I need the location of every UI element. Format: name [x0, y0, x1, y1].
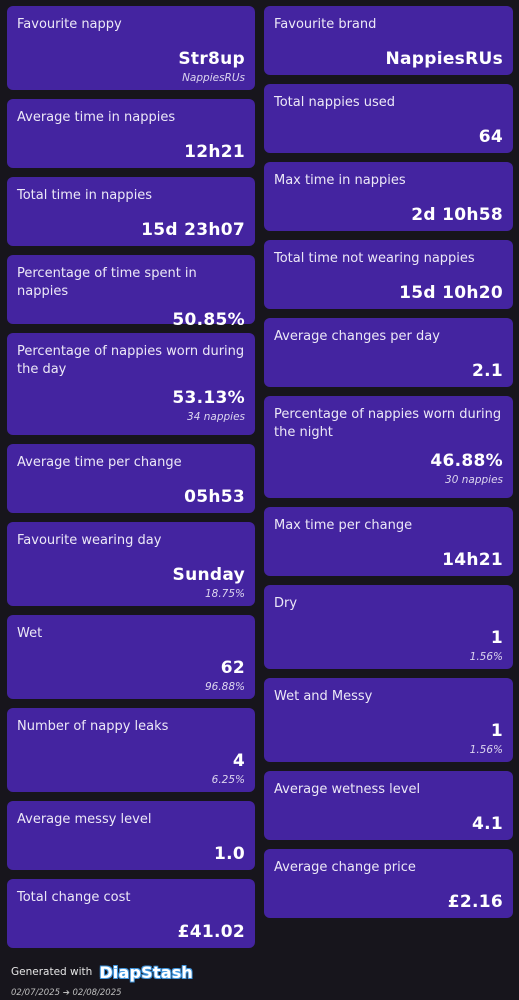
stat-label: Total change cost: [17, 890, 131, 905]
stat-value: 4.1: [471, 814, 503, 834]
stat-label: Percentage of time spent in nappies: [17, 266, 197, 299]
stat-card-average-time-in-nappies: Average time in nappies 12h21: [7, 99, 255, 168]
stat-value: 62: [220, 658, 245, 678]
stat-value: 53.13%: [172, 388, 245, 408]
stat-card-average-time-per-change: Average time per change 05h53: [7, 444, 255, 513]
stat-subvalue: 1.56%: [469, 651, 503, 663]
stat-subvalue: NappiesRUs: [182, 72, 245, 84]
stat-label: Average wetness level: [274, 782, 421, 797]
stat-value: 1.0: [213, 844, 245, 864]
stat-value: 50.85%: [172, 310, 245, 330]
stat-value: £2.16: [447, 892, 503, 912]
stat-value: 64: [478, 127, 503, 147]
stat-card-average-wetness-level: Average wetness level 4.1: [264, 771, 513, 840]
stat-label: Average time per change: [17, 455, 182, 470]
stat-card-average-change-price: Average change price £2.16: [264, 849, 513, 918]
stat-subvalue: 18.75%: [204, 588, 245, 600]
stat-value: Sunday: [172, 565, 245, 585]
stat-value: 2.1: [471, 361, 503, 381]
stat-value: 15d 23h07: [141, 220, 245, 240]
stat-label: Average change price: [274, 860, 416, 875]
stat-card-percentage-of-time-spent-in-nappies: Percentage of time spent in nappies 50.85…: [7, 255, 255, 330]
stat-card-average-changes-per-day: Average changes per day 2.1: [264, 318, 513, 387]
stat-card-number-of-nappy-leaks: Number of nappy leaks 4 6.25%: [7, 708, 255, 792]
stat-label: Percentage of nappies worn during the ni…: [274, 407, 502, 440]
stat-label: Average changes per day: [274, 329, 440, 344]
stat-subvalue: 30 nappies: [445, 474, 503, 486]
stat-value: 12h21: [184, 142, 245, 162]
stat-label: Max time per change: [274, 518, 413, 533]
date-range: 02/07/2025 ➔ 02/08/2025: [11, 988, 122, 998]
stat-label: Total time not wearing nappies: [274, 251, 475, 266]
stat-value: £41.02: [177, 922, 245, 942]
stat-card-wet: Wet 62 96.88%: [7, 615, 255, 699]
stat-card-wet-and-messy: Wet and Messy 1 1.56%: [264, 678, 513, 762]
stat-card-average-messy-level: Average messy level 1.0: [7, 801, 255, 870]
stat-label: Average messy level: [17, 812, 152, 827]
stat-value: Str8up: [178, 49, 245, 69]
stat-subvalue: 1.56%: [469, 744, 503, 756]
stat-card-favourite-nappy: Favourite nappy Str8up NappiesRUs: [7, 6, 255, 90]
stat-subvalue: 34 nappies: [187, 411, 245, 423]
stat-label: Total nappies used: [274, 95, 395, 110]
stat-value: NappiesRUs: [385, 49, 503, 69]
diapstash-logo: DiapStash: [99, 962, 194, 982]
stat-label: Favourite wearing day: [17, 533, 162, 548]
stats-column-left: Favourite nappy Str8up NappiesRUs Average t…: [7, 6, 255, 957]
stat-card-percentage-of-nappies-worn-during-the-day: Percentage of nappies worn during the da…: [7, 333, 255, 435]
stat-subvalue: 6.25%: [211, 774, 245, 786]
footer: Generated with DiapStash 02/07/2025 ➔ 02…: [11, 962, 311, 999]
stat-label: Wet: [17, 626, 43, 641]
stat-value: 2d 10h58: [411, 205, 503, 225]
stat-value: 1: [490, 721, 503, 741]
stat-card-favourite-wearing-day: Favourite wearing day Sunday 18.75%: [7, 522, 255, 606]
stat-label: Total time in nappies: [17, 188, 153, 203]
stat-card-percentage-of-nappies-worn-during-the-night: Percentage of nappies worn during the ni…: [264, 396, 513, 498]
generated-with-label: Generated with: [11, 966, 93, 978]
stat-label: Wet and Messy: [274, 689, 373, 704]
stat-label: Dry: [274, 596, 298, 611]
stat-card-total-change-cost: Total change cost £41.02: [7, 879, 255, 948]
stat-subvalue: 96.88%: [204, 681, 245, 693]
stat-value: 14h21: [442, 550, 503, 570]
stat-card-total-nappies-used: Total nappies used 64: [264, 84, 513, 153]
stat-value: 1: [490, 628, 503, 648]
stat-value: 05h53: [184, 487, 245, 507]
stats-column-right: Favourite brand NappiesRUs Total nappies u…: [264, 6, 513, 927]
stat-card-max-time-in-nappies: Max time in nappies 2d 10h58: [264, 162, 513, 231]
stat-value: 15d 10h20: [399, 283, 503, 303]
stat-label: Average time in nappies: [17, 110, 176, 125]
stat-card-max-time-per-change: Max time per change 14h21: [264, 507, 513, 576]
stat-card-total-time-in-nappies: Total time in nappies 15d 23h07: [7, 177, 255, 246]
stat-label: Favourite brand: [274, 17, 377, 32]
stat-label: Percentage of nappies worn during the da…: [17, 344, 245, 377]
stat-card-dry: Dry 1 1.56%: [264, 585, 513, 669]
stat-label: Max time in nappies: [274, 173, 406, 188]
stat-label: Number of nappy leaks: [17, 719, 169, 734]
stat-card-favourite-brand: Favourite brand NappiesRUs: [264, 6, 513, 75]
stat-label: Favourite nappy: [17, 17, 122, 32]
stat-value: 46.88%: [430, 451, 503, 471]
stat-card-total-time-not-wearing-nappies: Total time not wearing nappies 15d 10h20: [264, 240, 513, 309]
generated-with-row: Generated with DiapStash: [11, 962, 311, 982]
stat-value: 4: [232, 751, 245, 771]
